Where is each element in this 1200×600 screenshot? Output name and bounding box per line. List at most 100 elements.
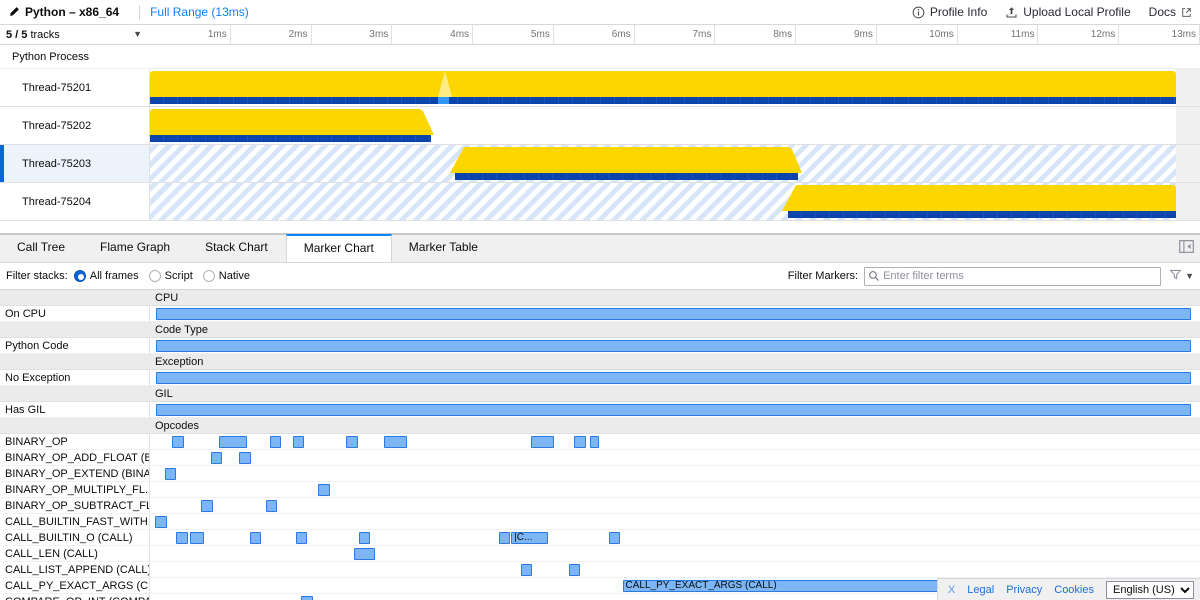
marker-filter-funnel-button[interactable]: ▼ — [1169, 268, 1194, 284]
marker-row[interactable]: Has GIL — [0, 402, 1200, 418]
marker-row-track[interactable] — [150, 434, 1200, 450]
marker-row-track[interactable] — [150, 306, 1200, 322]
language-select[interactable]: English (US) — [1106, 580, 1194, 599]
marker-block-labeled[interactable]: |C... — [511, 532, 548, 544]
filter-option-script[interactable]: Script — [148, 270, 193, 282]
marker-block[interactable] — [239, 452, 251, 464]
marker-row-track[interactable] — [150, 338, 1200, 354]
marker-row-track[interactable] — [150, 370, 1200, 386]
track-count-dropdown[interactable]: 5 / 5 tracks ▼ — [0, 25, 150, 44]
marker-block[interactable] — [210, 452, 223, 464]
filter-option-native[interactable]: Native — [202, 270, 250, 282]
radio-icon[interactable] — [73, 270, 86, 282]
marker-block[interactable] — [156, 372, 1191, 384]
upload-local-profile-button[interactable]: Upload Local Profile — [1005, 5, 1131, 19]
timeline-track-thread-75202[interactable]: Thread-75202 — [0, 107, 1200, 145]
radio-icon[interactable] — [148, 270, 161, 282]
marker-row[interactable]: CALL_BUILTIN_O (CALL) |C... — [0, 530, 1200, 546]
marker-row[interactable]: BINARY_OP_MULTIPLY_FL... — [0, 482, 1200, 498]
tab-marker-table[interactable]: Marker Table — [408, 240, 478, 254]
track-graph[interactable] — [150, 183, 1176, 220]
sidebar-toggle-button[interactable] — [1176, 238, 1196, 258]
marker-row-track[interactable] — [150, 562, 1200, 578]
marker-block[interactable] — [384, 436, 408, 448]
marker-block[interactable] — [295, 532, 308, 544]
marker-block[interactable] — [249, 532, 262, 544]
search-input[interactable] — [880, 267, 1161, 285]
marker-row-track[interactable] — [150, 498, 1200, 514]
marker-row[interactable]: Python Code — [0, 338, 1200, 354]
marker-row-track[interactable]: |C... — [150, 530, 1200, 546]
timeline-ruler[interactable]: 1ms 2ms 3ms 4ms 5ms 6ms 7ms 8ms 9ms 10ms 11ms 12ms 1… — [150, 25, 1200, 45]
marker-block[interactable] — [353, 548, 375, 560]
docs-link[interactable]: Docs — [1149, 5, 1192, 19]
marker-block[interactable] — [574, 436, 586, 448]
tab-marker-chart[interactable]: Marker Chart — [285, 234, 392, 262]
marker-block[interactable] — [201, 500, 213, 512]
marker-row[interactable]: CALL_LIST_APPEND (CALL) — [0, 562, 1200, 578]
marker-block[interactable] — [265, 500, 278, 512]
marker-block[interactable] — [531, 436, 555, 448]
marker-block[interactable] — [498, 532, 511, 544]
marker-row-track[interactable] — [150, 594, 1200, 600]
marker-block[interactable] — [176, 532, 188, 544]
marker-row[interactable]: CALL_LEN (CALL) — [0, 546, 1200, 562]
track-graph[interactable] — [150, 69, 1176, 106]
privacy-link[interactable]: Privacy — [1006, 583, 1043, 596]
legal-link[interactable]: Legal — [967, 583, 995, 596]
marker-block[interactable] — [608, 532, 621, 544]
marker-block[interactable] — [269, 436, 282, 448]
process-label: Python Process — [12, 50, 90, 63]
marker-row[interactable]: CALL_BUILTIN_FAST_WITH... — [0, 514, 1200, 530]
marker-row-track[interactable] — [150, 450, 1200, 466]
timeline-track-thread-75203[interactable]: Thread-75203 — [0, 145, 1200, 183]
header-divider — [139, 4, 141, 20]
marker-block[interactable] — [589, 436, 600, 448]
marker-row-track[interactable] — [150, 482, 1200, 498]
marker-block[interactable] — [292, 436, 305, 448]
process-row[interactable]: Python Process — [0, 45, 1200, 69]
timeline-track-thread-75201[interactable]: Thread-75201 — [0, 69, 1200, 107]
marker-row[interactable]: COMPARE_OP_INT (COMPA... — [0, 594, 1200, 600]
marker-search-box[interactable] — [864, 266, 1162, 286]
marker-block[interactable] — [172, 436, 184, 448]
marker-block[interactable] — [155, 516, 167, 528]
marker-row-track[interactable] — [150, 466, 1200, 482]
marker-row[interactable]: BINARY_OP_EXTEND (BINA... — [0, 466, 1200, 482]
marker-block[interactable] — [520, 564, 533, 576]
profile-title-group[interactable]: Python – x86_64 — [8, 5, 129, 19]
marker-block[interactable] — [318, 484, 330, 496]
marker-block[interactable] — [156, 340, 1191, 352]
tab-call-tree[interactable]: Call Tree — [17, 240, 66, 254]
marker-row[interactable]: BINARY_OP — [0, 434, 1200, 450]
timeline-track-thread-75204[interactable]: Thread-75204 — [0, 183, 1200, 221]
profile-info-button[interactable]: Profile Info — [912, 5, 987, 19]
marker-block[interactable] — [189, 532, 204, 544]
close-icon[interactable]: X — [947, 583, 956, 596]
marker-row-track[interactable] — [150, 402, 1200, 418]
marker-block[interactable] — [219, 436, 247, 448]
marker-row[interactable]: On CPU — [0, 306, 1200, 322]
marker-block[interactable] — [164, 468, 177, 480]
track-graph[interactable] — [150, 107, 1176, 144]
radio-icon[interactable] — [202, 270, 215, 282]
tab-flame-graph[interactable]: Flame Graph — [100, 240, 171, 254]
marker-row[interactable]: No Exception — [0, 370, 1200, 386]
marker-block[interactable] — [358, 532, 371, 544]
marker-block[interactable] — [346, 436, 358, 448]
full-range-button[interactable]: Full Range (13ms) — [150, 5, 249, 19]
cookies-link[interactable]: Cookies — [1054, 583, 1094, 596]
marker-block[interactable] — [568, 564, 581, 576]
marker-row[interactable]: BINARY_OP_ADD_FLOAT (B... — [0, 450, 1200, 466]
marker-block[interactable] — [156, 308, 1191, 320]
marker-row[interactable]: BINARY_OP_SUBTRACT_FL... — [0, 498, 1200, 514]
marker-block[interactable] — [301, 596, 313, 600]
marker-row-track[interactable] — [150, 514, 1200, 530]
filter-option-all-frames[interactable]: All frames — [73, 270, 139, 282]
track-graph[interactable] — [150, 145, 1176, 182]
marker-chart[interactable]: CPU On CPU Code Type Python Code Exception No… — [0, 290, 1200, 600]
marker-block[interactable] — [156, 404, 1191, 416]
tab-stack-chart[interactable]: Stack Chart — [205, 240, 268, 254]
track-label: Thread-75202 — [4, 107, 150, 144]
marker-row-track[interactable] — [150, 546, 1200, 562]
